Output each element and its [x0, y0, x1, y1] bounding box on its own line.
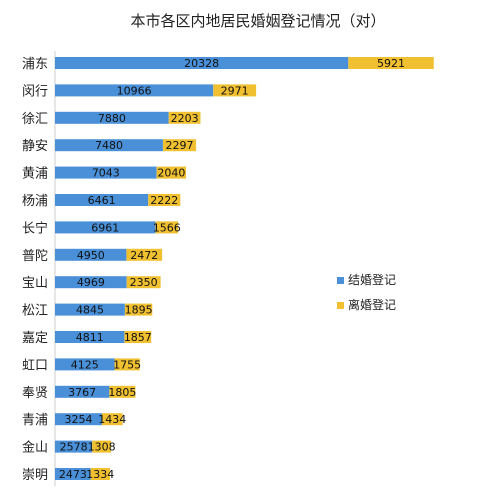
bar-marriage — [55, 57, 349, 69]
data-label-divorce: 2971 — [221, 84, 249, 97]
data-label-divorce: 1308 — [88, 441, 116, 454]
data-label-marriage: 4125 — [71, 358, 99, 371]
data-label-divorce: 2350 — [130, 276, 158, 289]
bars — [55, 57, 434, 480]
bar-divorce — [90, 468, 110, 480]
data-label-marriage: 4811 — [76, 331, 104, 344]
bar-divorce — [168, 111, 201, 124]
category-label: 闵行 — [22, 84, 48, 99]
data-label-marriage: 7880 — [98, 112, 126, 125]
data-label-divorce: 1895 — [125, 304, 153, 317]
category-label: 杨浦 — [22, 194, 48, 209]
category-label: 金山 — [22, 440, 48, 456]
data-label-marriage: 4950 — [77, 249, 105, 262]
bar-marriage — [55, 221, 156, 234]
bar-divorce — [114, 358, 140, 371]
category-label: 浦东 — [22, 57, 48, 72]
bar-divorce — [162, 139, 197, 152]
bar-marriage — [55, 166, 157, 179]
bar-marriage — [55, 413, 102, 426]
data-label-marriage: 7043 — [92, 167, 120, 180]
bar-divorce — [126, 248, 163, 261]
data-label-marriage: 2578 — [60, 441, 88, 454]
bar-marriage — [55, 276, 127, 289]
data-label-divorce: 2297 — [166, 139, 194, 152]
bar-divorce — [148, 194, 181, 206]
category-label: 徐汇 — [22, 112, 48, 127]
bar-marriage — [55, 248, 127, 261]
category-label: 黄浦 — [22, 167, 48, 182]
data-label-divorce: 1857 — [124, 331, 152, 344]
category-label: 奉贤 — [22, 386, 48, 401]
bar-divorce — [124, 303, 153, 316]
data-label-marriage: 2473 — [59, 468, 87, 481]
data-label-marriage: 6461 — [88, 194, 116, 207]
data-label-divorce: 1566 — [153, 221, 181, 234]
data-label-marriage: 4845 — [76, 304, 104, 317]
bar-marriage — [55, 385, 110, 398]
data-label-divorce: 1805 — [108, 386, 136, 399]
value-labels: 20328 5921 10966 2971 7880 2203 7480 2297 7043 20… — [59, 57, 405, 481]
data-label-divorce: 2040 — [157, 167, 185, 180]
data-label-marriage: 7480 — [95, 139, 123, 152]
chart-title: 本市各区内地居民婚姻登记情况（对） — [130, 12, 385, 30]
legend-label-divorce: 离婚登记 — [348, 297, 396, 312]
bar-marriage — [55, 468, 91, 480]
bar-marriage — [55, 111, 169, 124]
legend-swatch-divorce — [337, 302, 344, 309]
bar-marriage — [55, 440, 93, 453]
data-label-divorce: 1755 — [113, 358, 141, 371]
data-label-divorce: 5921 — [377, 57, 405, 70]
legend-swatch-marriage — [337, 277, 344, 284]
data-label-divorce: 2472 — [130, 249, 158, 262]
data-label-marriage: 4969 — [77, 276, 105, 289]
bar-marriage — [55, 331, 125, 343]
bar-divorce — [155, 221, 179, 234]
bar-marriage — [55, 84, 214, 97]
category-label: 松江 — [22, 304, 48, 319]
data-label-marriage: 10966 — [117, 84, 152, 97]
bar-marriage — [55, 303, 125, 316]
bar-divorce — [101, 413, 123, 426]
category-label: 青浦 — [22, 413, 48, 428]
bar-divorce — [124, 331, 152, 343]
data-label-marriage: 20328 — [184, 57, 219, 70]
legend-label-marriage: 结婚登记 — [348, 272, 396, 287]
category-label: 嘉定 — [22, 331, 48, 346]
data-label-divorce: 2222 — [150, 194, 178, 207]
data-label-divorce: 1434 — [98, 413, 126, 426]
bar-divorce — [156, 166, 187, 179]
bar-divorce — [213, 84, 257, 97]
category-label: 宝山 — [22, 276, 48, 291]
bar-divorce — [126, 276, 161, 289]
bar-marriage — [55, 194, 149, 206]
bar-divorce — [109, 385, 136, 398]
data-label-marriage: 3254 — [64, 413, 92, 426]
bar-divorce — [92, 440, 112, 453]
bar-marriage — [55, 358, 115, 371]
data-label-divorce: 1334 — [86, 468, 114, 481]
data-label-marriage: 6961 — [91, 221, 119, 234]
category-label: 长宁 — [22, 220, 48, 236]
category-label: 虹口 — [22, 358, 48, 373]
category-label: 静安 — [22, 139, 48, 154]
bar-marriage — [55, 139, 163, 152]
data-label-marriage: 3767 — [68, 386, 96, 399]
bar-divorce — [348, 57, 434, 69]
category-label: 普陀 — [22, 248, 48, 264]
category-label: 崇明 — [22, 468, 48, 483]
data-label-divorce: 2203 — [171, 112, 199, 125]
